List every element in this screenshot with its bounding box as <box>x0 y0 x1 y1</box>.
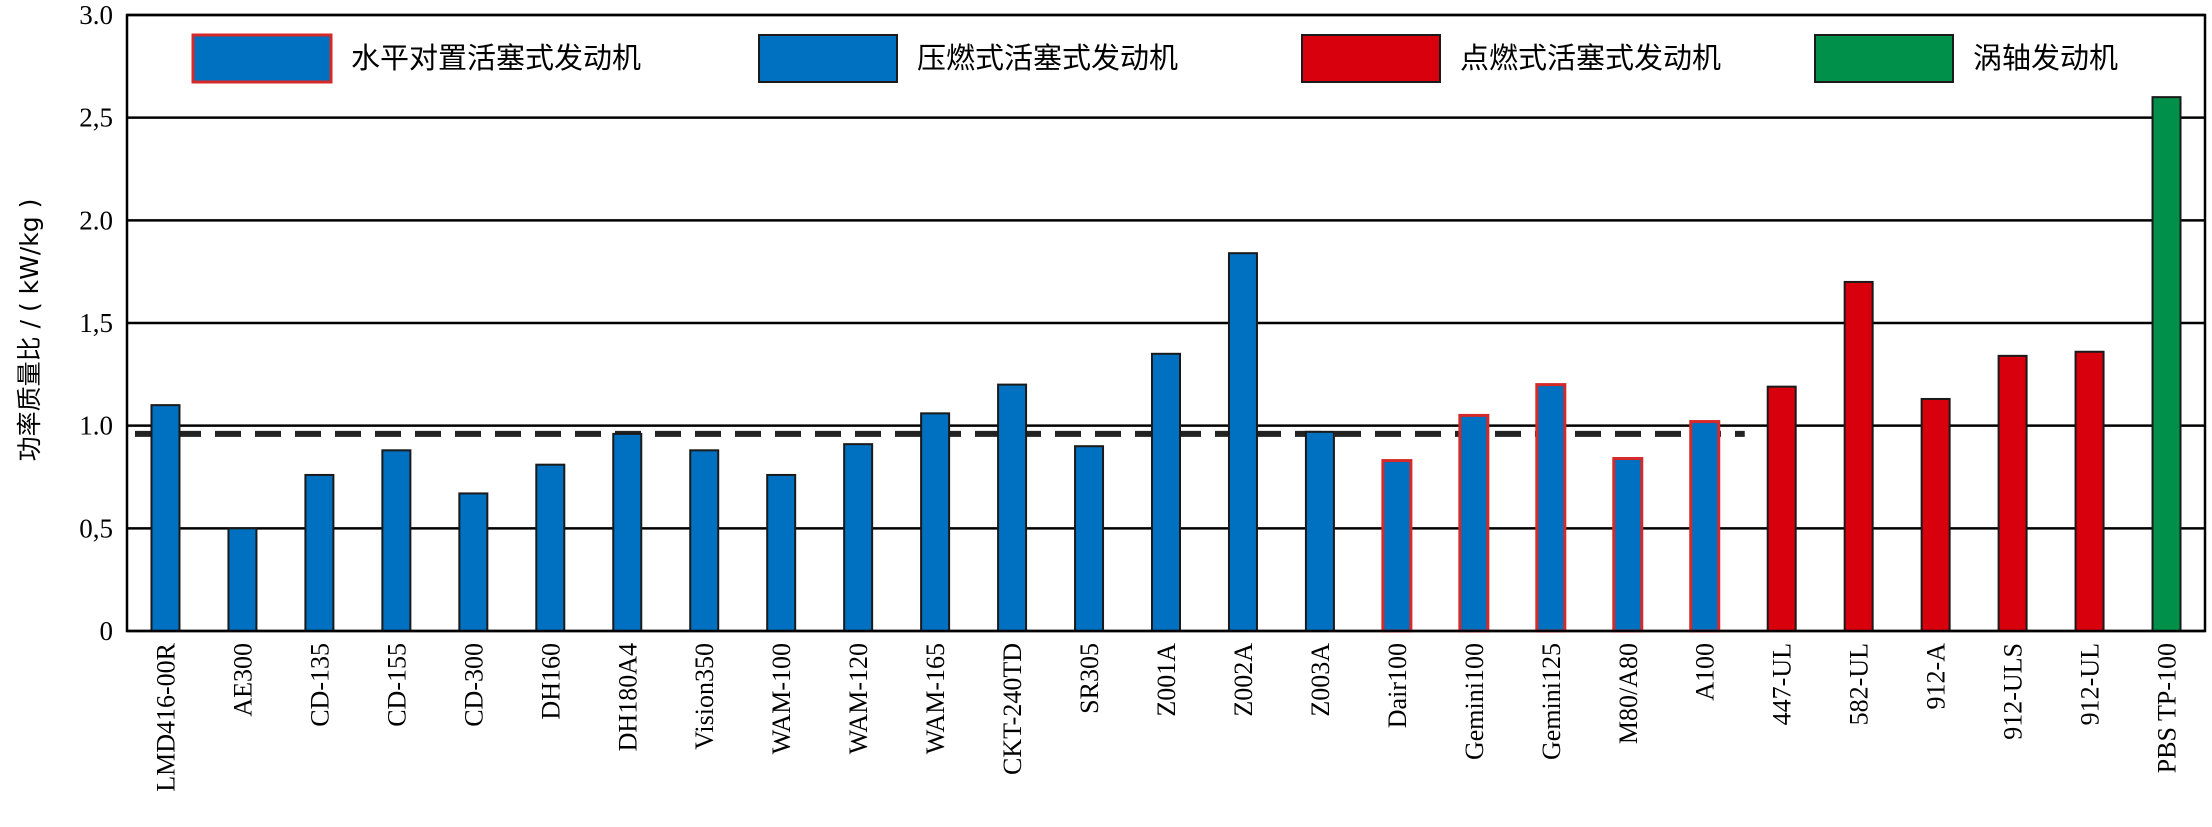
y-tick-label: 3.0 <box>79 0 113 30</box>
plot-frame <box>125 13 2207 633</box>
bar <box>304 473 335 632</box>
legend: 水平对置活塞式发动机 压燃式活塞式发动机 点燃式活塞式发动机 涡轴发动机 <box>191 33 2118 84</box>
bar <box>1843 280 1874 632</box>
y-tick-label: 1.0 <box>79 411 113 441</box>
bar <box>2151 96 2182 632</box>
x-tick-label: Z002A <box>1229 643 1258 717</box>
axes: 0 0,5 1.0 1,5 2.0 2,5 3.0 LMD416-00R AE300 CD-135… <box>79 0 2207 792</box>
x-tick-label: 912-UL <box>2076 643 2105 725</box>
bar <box>1535 383 1567 633</box>
bar <box>612 432 643 632</box>
y-tick-label: 0 <box>100 616 114 646</box>
legend-swatch <box>191 33 333 84</box>
bar <box>766 473 797 632</box>
y-tick-label: 0,5 <box>79 513 113 543</box>
x-tick-label: DH180A4 <box>613 643 642 751</box>
bar <box>997 383 1028 632</box>
bar <box>150 404 181 632</box>
x-tick-label: Vision350 <box>690 643 719 750</box>
legend-swatch <box>758 34 898 83</box>
bar <box>535 463 566 632</box>
x-tick-label: 912-ULS <box>1999 643 2028 740</box>
x-tick-label: LMD416-00R <box>151 642 180 791</box>
bar <box>1381 459 1413 633</box>
bar <box>1074 445 1105 633</box>
bar <box>2074 350 2105 632</box>
x-tick-label: M80/A80 <box>1614 643 1643 744</box>
y-tick-label: 2.0 <box>79 205 113 235</box>
bar <box>843 443 874 632</box>
x-tick-label: A100 <box>1691 643 1720 701</box>
bar <box>1612 457 1644 633</box>
bar <box>1227 252 1258 632</box>
bar <box>1997 354 2028 632</box>
x-tick-label: 582-UL <box>1845 643 1874 725</box>
y-axis-label: 功率质量比 / ( kW/kg ) <box>15 199 44 462</box>
x-tick-label: Z001A <box>1152 643 1181 717</box>
x-tick-label: AE300 <box>228 643 257 717</box>
bar <box>920 412 951 633</box>
legend-label: 水平对置活塞式发动机 <box>351 41 641 75</box>
x-tick-label: 912-A <box>1922 643 1951 710</box>
legend-swatch <box>1301 34 1441 83</box>
y-tick-label: 1,5 <box>79 308 113 338</box>
bar <box>689 449 720 632</box>
bar <box>1920 397 1951 632</box>
x-tick-label: WAM-165 <box>921 643 950 754</box>
x-tick-label: Z003A <box>1306 643 1335 717</box>
bar <box>458 492 489 632</box>
y-tick-label: 2,5 <box>79 103 113 133</box>
legend-label: 压燃式活塞式发动机 <box>917 41 1178 75</box>
bar <box>381 449 412 632</box>
legend-swatch <box>1814 34 1954 83</box>
bar <box>1458 413 1490 633</box>
x-tick-label: Gemini125 <box>1537 643 1566 760</box>
x-tick-label: Gemini100 <box>1460 643 1489 760</box>
x-tick-label: SR305 <box>1075 643 1104 714</box>
bar <box>1766 385 1797 632</box>
bar <box>1304 430 1335 632</box>
x-tick-label: CD-135 <box>305 643 334 727</box>
legend-label: 点燃式活塞式发动机 <box>1460 41 1721 75</box>
bar <box>227 527 258 632</box>
bar <box>1689 420 1721 633</box>
x-tick-label: WAM-100 <box>767 643 796 754</box>
x-tick-label: WAM-120 <box>844 643 873 754</box>
x-tick-label: DH160 <box>536 643 565 720</box>
x-tick-label: CD-155 <box>382 643 411 727</box>
x-tick-label: Dair100 <box>1383 643 1412 728</box>
bar <box>1151 352 1181 632</box>
x-tick-label: CD-300 <box>459 643 488 727</box>
x-tick-label: 447-UL <box>1768 643 1797 725</box>
legend-label: 涡轴发动机 <box>1973 41 2118 75</box>
x-tick-label: CKT-240TD <box>998 643 1027 775</box>
bars <box>150 96 2182 633</box>
x-tick-label: PBS TP-100 <box>2153 643 2182 773</box>
